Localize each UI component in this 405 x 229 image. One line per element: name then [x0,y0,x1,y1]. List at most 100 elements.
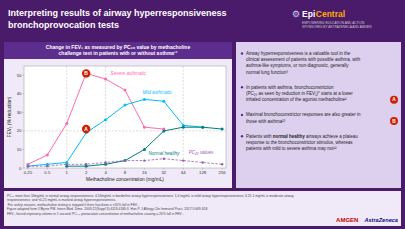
y-tick-label: 50 [17,73,22,78]
page: Interpreting results of airway hyperresp… [0,0,405,229]
logo-tagline-line: SPONSORED BY ASTRAZENECA AND AMGEN [302,25,372,29]
x-tick-label: 32 [161,170,166,175]
x-tick-label: 16 [142,170,147,175]
bullet-dot [241,135,243,137]
y-tick [23,93,25,94]
bullet-text-line: Maximal bronchoconstrictor responses are… [246,112,361,117]
series-point [143,126,146,129]
series-point [163,158,165,160]
x-tick-label: 64 [181,170,186,175]
bullet-text-line: patients with mild to severe asthma may … [246,146,337,151]
series-point [143,159,145,161]
reference-line [105,66,106,168]
series-line [67,127,222,166]
y-tick-label: 0 [19,166,22,171]
chart-title: Change in FEV₁ as measured by PC₂₀ value… [46,44,191,56]
series-point [124,159,127,162]
series-point [46,154,49,157]
page-title: bronchoprovocation tests [8,20,119,30]
logo-icon: ⚙ [292,9,300,19]
bullet-text-line: those with asthma²³ [246,119,286,124]
footer-logo: AstraZeneca [363,217,398,223]
bullet-text-line: Airway hyperresponsiveness is a valuable… [246,51,351,56]
y-axis-label: FEV₁ (% reduction) [7,96,12,137]
footer-line: Figure adapted from O'Byrne PM. Intern M… [7,207,208,211]
annotation-text: B [84,70,88,76]
bullet-text-line: response to the bronchoconstrictor stimu… [246,140,353,145]
annotation-marker [82,69,90,77]
series-line [28,73,164,164]
series-point [124,159,126,161]
series-point [26,165,29,168]
footer-line: ²For safety reasons, methacholine testin… [7,203,139,207]
x-tick-label: 256 [219,170,227,175]
x-tick-label: 0.25 [24,170,33,175]
plot-area [24,66,226,168]
chart-title-line: Change in FEV₁ as measured by PC₂₀ value… [46,44,191,50]
bullet-text: Patients with normal healthy airways ach… [246,134,358,151]
x-tick-label: 2 [85,170,88,175]
series-point [85,163,87,165]
bullet-text: Maximal bronchoconstrictor responses are… [246,112,361,123]
series-point [162,100,165,103]
plot-background [24,66,226,168]
footer-line: PC₂₀ more than 16mg/mL is normal airway … [7,194,294,198]
series-label: Mild asthmatic [142,90,172,95]
series-point [162,129,165,132]
series-point [201,126,204,129]
logo-text: Epi [302,9,315,19]
x-tick-label: 8 [124,170,127,175]
annotation-marker [82,125,90,133]
y-tick [23,149,25,150]
series-point [221,163,223,165]
bullet-text-line: (PC₂₀ as seen by reduction in FEV₁)° sta… [246,91,353,96]
x-tick-label: 1 [66,170,69,175]
footer-line: FEV₁, forced expiratory volume in 1 seco… [7,212,184,216]
series-point [143,98,146,101]
series-point [66,163,68,165]
reference-line [24,130,226,131]
series-point [104,118,107,121]
page-title: Interpreting results of airway hyperresp… [8,8,227,18]
bullet-text-line: normal lung function³ [246,70,289,75]
series-label: PC₂₀ values [189,150,214,155]
bullet-marker-text: B [392,119,396,124]
footer-panel [4,191,401,226]
y-tick-label: 10 [17,147,22,152]
series-point [124,89,127,92]
y-tick-label: 40 [17,91,22,96]
bullet-text-line: In patients with asthma, bronchoconstric… [246,85,334,90]
series-line [28,99,203,166]
bullet-text-line: airways achieve a plateau [305,134,359,139]
y-tick [23,112,25,113]
bullet-text-line: asthma-like symptoms, or non-diagnostic,… [246,63,349,68]
series-label: Normal healthy [148,151,180,156]
y-tick [23,168,25,169]
y-tick [23,130,25,131]
series-label: Severe asthmatic [111,71,147,76]
bullet-marker [390,117,398,125]
bullet-dot [241,86,243,88]
series-point [27,165,29,167]
footer-line: responsiveness; and <0.25 mg/mL is marke… [7,198,116,202]
bullet-text-line: clinical assessment of patients with pos… [246,57,361,62]
bullet-text-line: Patients with [246,134,273,139]
chart-title-box [4,42,232,59]
logo-text: Central [316,9,345,19]
series-point [201,126,204,129]
series-point [124,103,127,106]
bullet-dot [241,52,243,54]
series-line [28,159,222,166]
series-point [143,148,146,151]
series-point [221,128,224,131]
plot-frame [24,66,226,168]
y-tick [23,75,25,76]
x-axis-label: Methacholine concentration (mg/mL) [86,177,164,182]
bullet-marker-text: A [392,97,396,102]
reference-line [183,66,184,168]
footer-logo: AMGEN [336,217,358,223]
logo-tagline: EMPOWERING EDUCATION AND ACTIONSPONSORED… [302,21,372,29]
series-point [46,165,48,167]
annotation-text: A [84,126,88,132]
series-point [201,161,203,163]
